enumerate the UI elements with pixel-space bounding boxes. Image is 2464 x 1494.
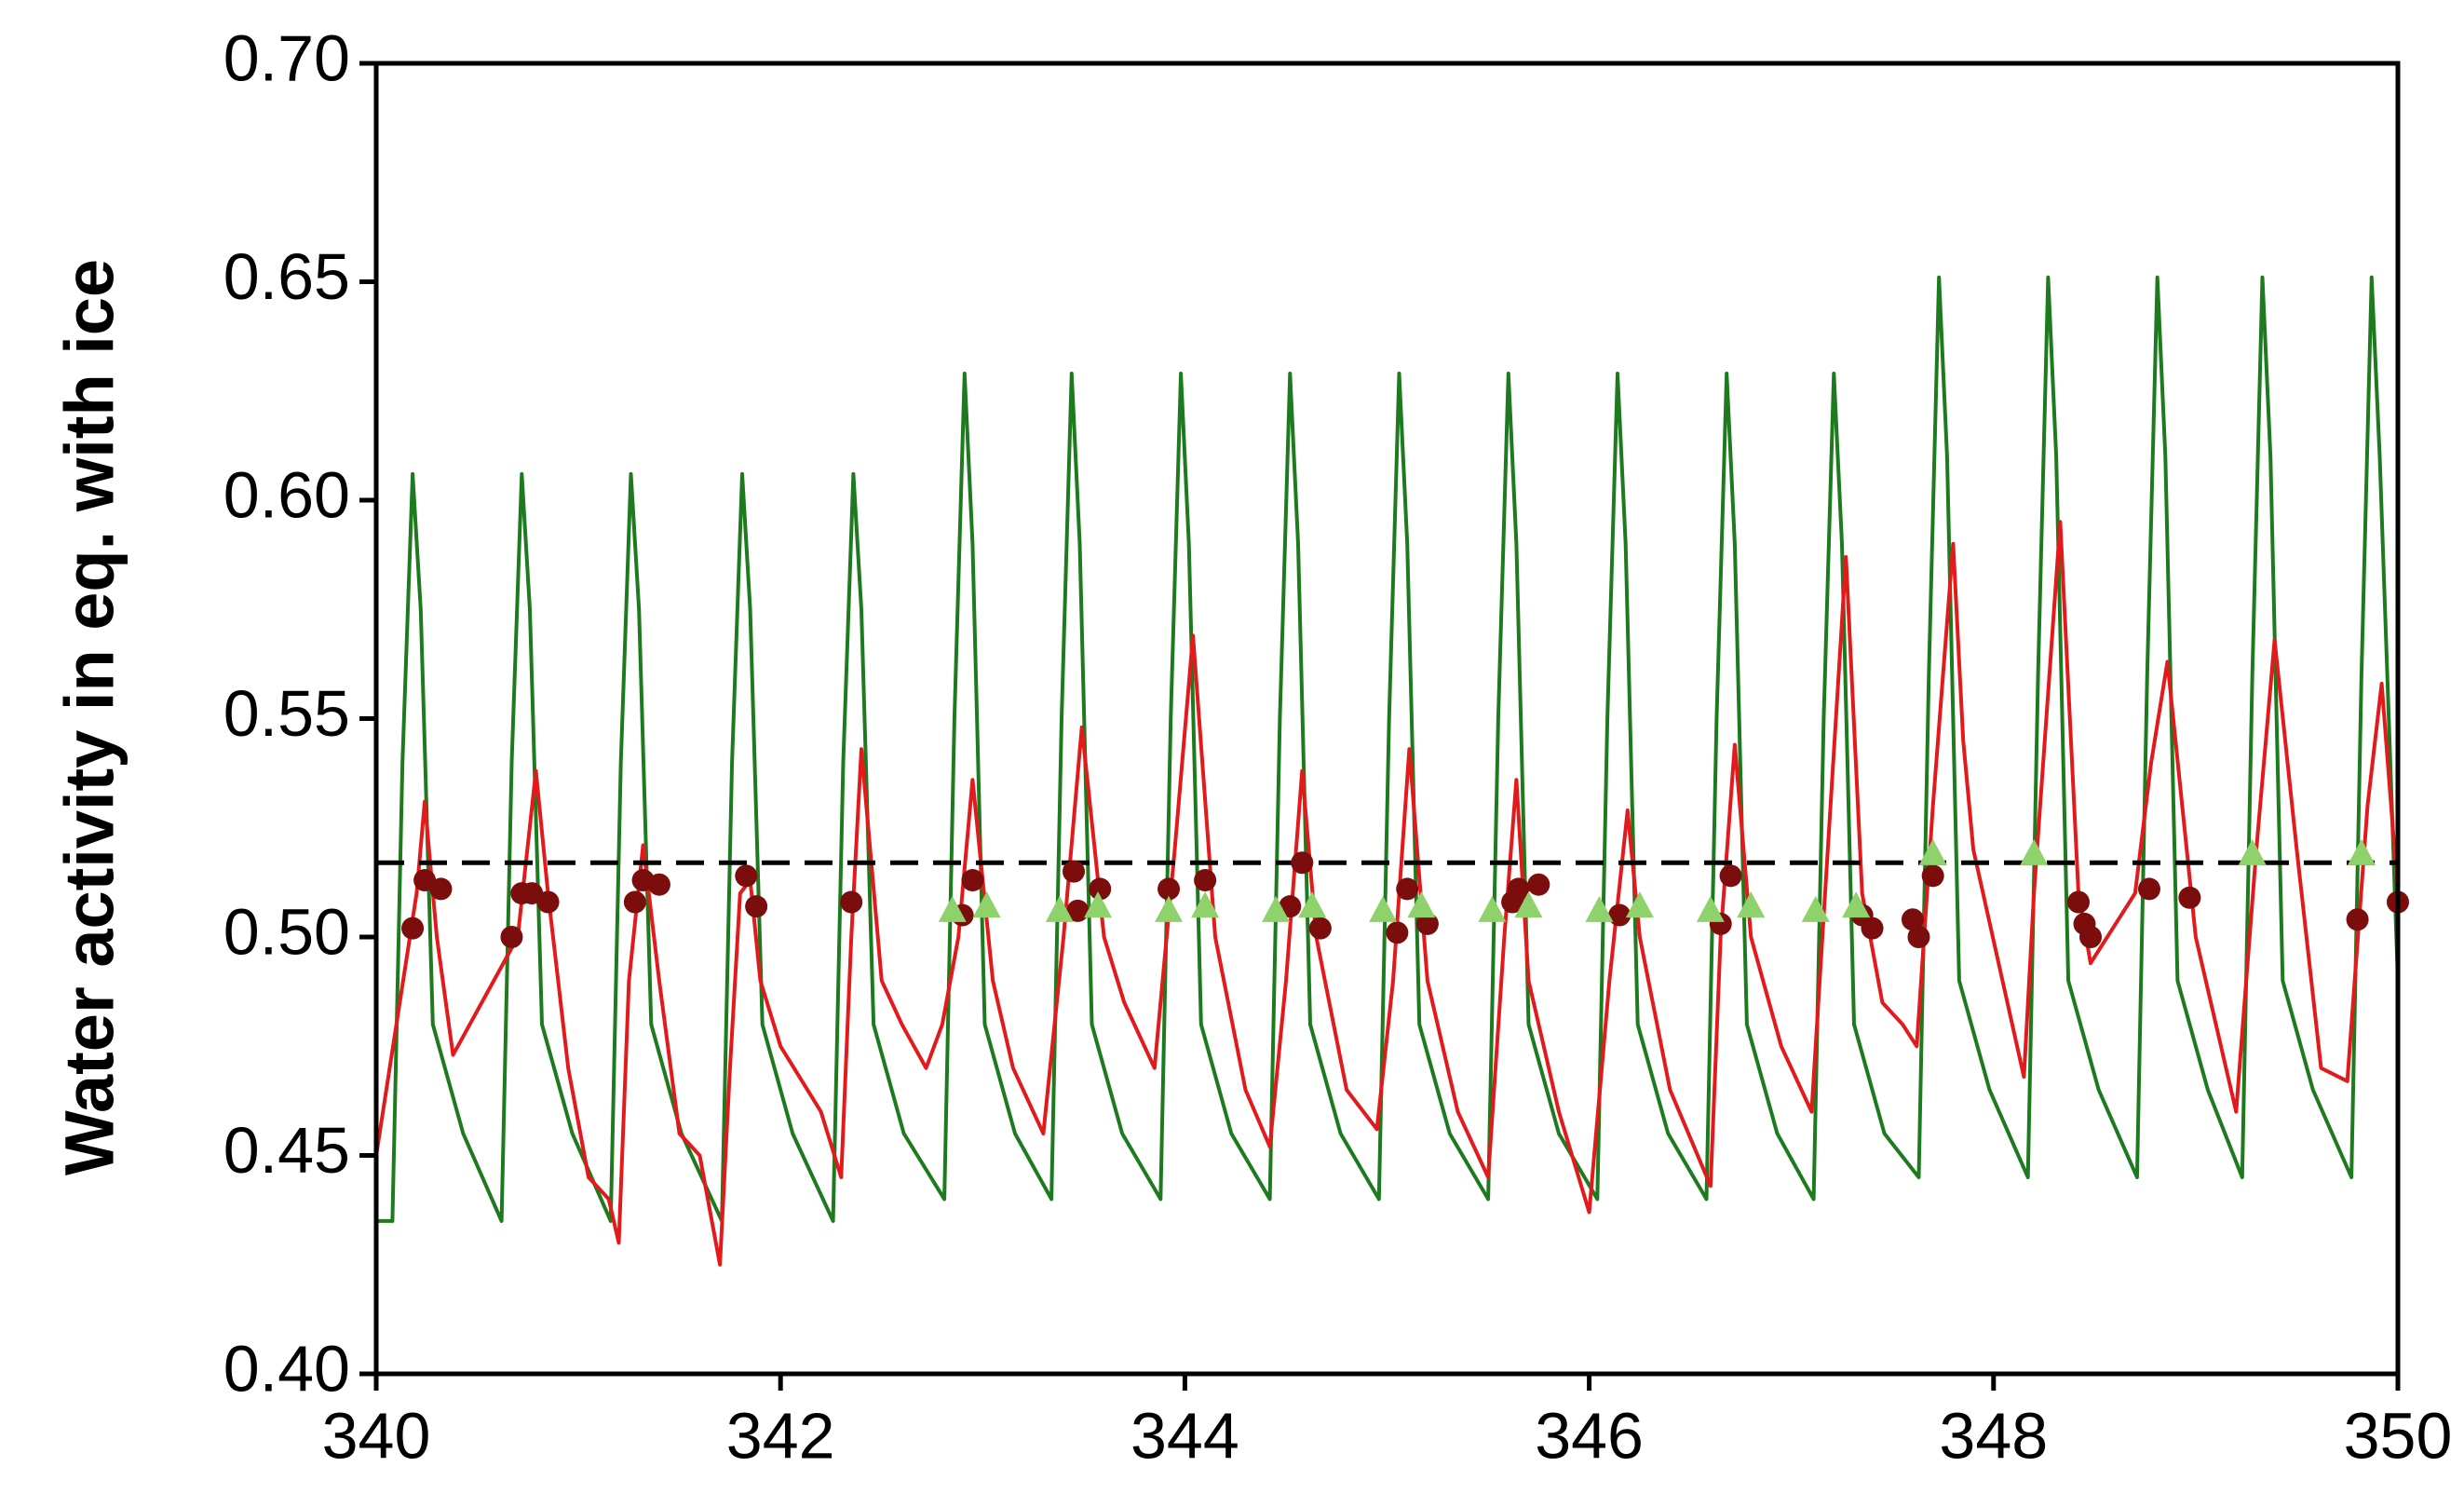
x-tick-label: 346 [1535, 1399, 1644, 1472]
dot-marker [2066, 890, 2090, 914]
x-tick-label: 350 [2344, 1399, 2453, 1472]
triangle-marker [1696, 895, 1725, 922]
triangle-marker [1369, 895, 1398, 922]
triangle-marker [2347, 838, 2376, 865]
dot-marker [536, 890, 560, 914]
triangle-marker [1801, 895, 1830, 922]
triangle-marker [1191, 891, 1220, 918]
triangle-marker [1737, 891, 1766, 918]
x-tick-label: 340 [322, 1399, 431, 1472]
dot-marker [1527, 873, 1550, 896]
triangle-marker [1155, 895, 1184, 922]
triangle-marker [1084, 891, 1113, 918]
dot-marker [623, 890, 646, 914]
data-line [376, 275, 2400, 1223]
dot-marker [2346, 908, 2369, 931]
triangle-marker [1842, 891, 1871, 918]
dot-marker [1158, 877, 1181, 901]
y-axis-label: Water activity in eq. with ice [51, 259, 129, 1175]
triangle-marker [1407, 891, 1436, 918]
y-tick-label: 0.65 [223, 240, 350, 313]
y-tick-label: 0.55 [223, 677, 350, 750]
triangle-marker [1298, 891, 1327, 918]
triangle-marker [1262, 895, 1291, 922]
x-tick-label: 344 [1130, 1399, 1239, 1472]
triangle-marker [1478, 895, 1507, 922]
dot-marker [1194, 869, 1217, 892]
triangle-marker [1514, 891, 1543, 918]
y-tick-label: 0.70 [223, 21, 350, 94]
dot-marker [1415, 912, 1439, 935]
dot-marker [735, 864, 758, 888]
dot-marker [1507, 877, 1530, 901]
triangle-marker [1918, 838, 1947, 865]
dot-marker [1608, 903, 1631, 927]
dot-marker [1901, 908, 1924, 931]
triangle-marker [1045, 895, 1074, 922]
dot-marker [2079, 926, 2103, 948]
dot-marker [2137, 877, 2160, 901]
dot-marker [1066, 899, 1090, 922]
dot-marker [1386, 921, 1409, 944]
dot-marker [1308, 917, 1332, 940]
data-line [374, 520, 2400, 1267]
y-tick-label: 0.45 [223, 1114, 350, 1187]
triangle-marker [1625, 891, 1654, 918]
dot-marker [1719, 864, 1742, 888]
dot-marker [1291, 851, 1314, 875]
dot-marker [429, 877, 453, 901]
y-tick-label: 0.60 [223, 458, 350, 531]
triangle-marker [938, 895, 967, 922]
dot-marker [961, 869, 984, 892]
x-tick-label: 348 [1939, 1399, 2048, 1472]
dot-marker [1062, 860, 1085, 883]
dot-marker [1861, 917, 1884, 940]
dot-marker [401, 917, 425, 940]
dot-marker [840, 890, 863, 914]
dot-marker [2178, 886, 2201, 909]
triangle-marker [2238, 838, 2267, 865]
triangle-marker [1585, 895, 1614, 922]
triangle-marker [972, 891, 1001, 918]
dot-marker [1089, 877, 1112, 901]
dot-marker [1907, 926, 1930, 948]
dot-marker [1396, 877, 1419, 901]
triangle-marker [2020, 838, 2049, 865]
y-tick-label: 0.40 [223, 1332, 350, 1405]
dot-marker [500, 926, 523, 948]
plot-frame [373, 61, 2401, 1377]
dot-marker [647, 873, 670, 896]
x-tick-label: 342 [726, 1399, 835, 1472]
y-tick-label: 0.50 [223, 895, 350, 968]
dot-marker [745, 895, 768, 918]
dot-marker [1921, 864, 1944, 888]
